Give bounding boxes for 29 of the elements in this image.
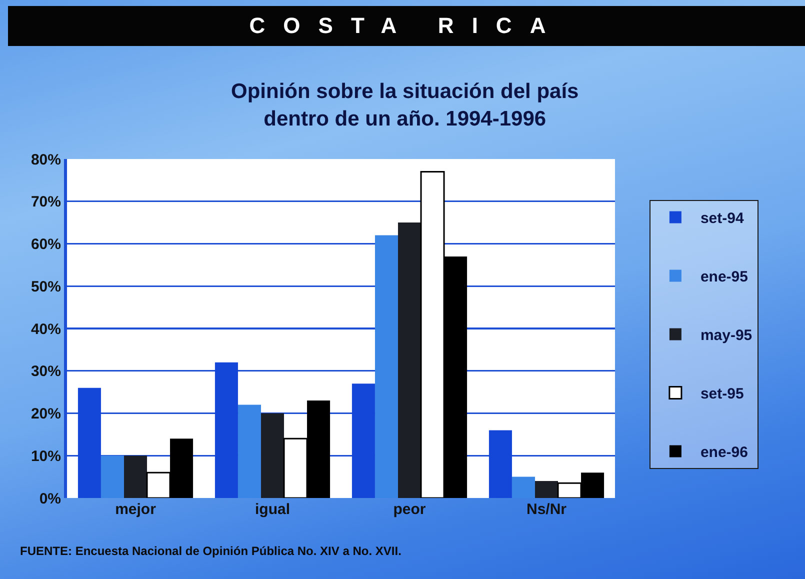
legend-label: ene-95 <box>700 268 748 286</box>
y-tick-label: 50% <box>30 278 61 296</box>
x-tick-label: mejor <box>115 501 156 518</box>
bar <box>534 481 558 498</box>
y-tick-label: 80% <box>30 151 61 168</box>
y-tick-label: 40% <box>30 320 61 338</box>
y-tick-label: 60% <box>30 236 61 253</box>
y-tick-label: 10% <box>30 448 61 465</box>
x-tick-label: Ns/Nr <box>526 501 567 518</box>
source-note: FUENTE: Encuesta Nacional de Opinión Pública No. XIV a No. XVII. <box>20 544 402 558</box>
legend-label: set-94 <box>700 210 744 228</box>
bar <box>238 404 261 498</box>
bar <box>100 456 124 498</box>
x-tick-label: peor <box>393 501 426 518</box>
bar <box>260 413 284 498</box>
y-tick-label: 70% <box>30 194 61 211</box>
x-tick-label: igual <box>254 501 290 518</box>
y-tick-label: 30% <box>30 363 61 380</box>
bar <box>374 235 398 498</box>
legend-label: set-95 <box>700 386 744 403</box>
y-tick-label: 0% <box>39 490 61 508</box>
bar <box>124 456 148 498</box>
y-tick-label: 20% <box>30 406 61 422</box>
bar <box>398 222 422 498</box>
chart-subtitle: Opinión sobre la situación del país dentro de un año. 1994-1996 <box>231 80 579 130</box>
chart-title: COSTA RICA <box>8 6 805 46</box>
legend-label: may-95 <box>700 327 752 344</box>
bar <box>512 476 535 498</box>
legend-label: ene-96 <box>700 444 748 462</box>
